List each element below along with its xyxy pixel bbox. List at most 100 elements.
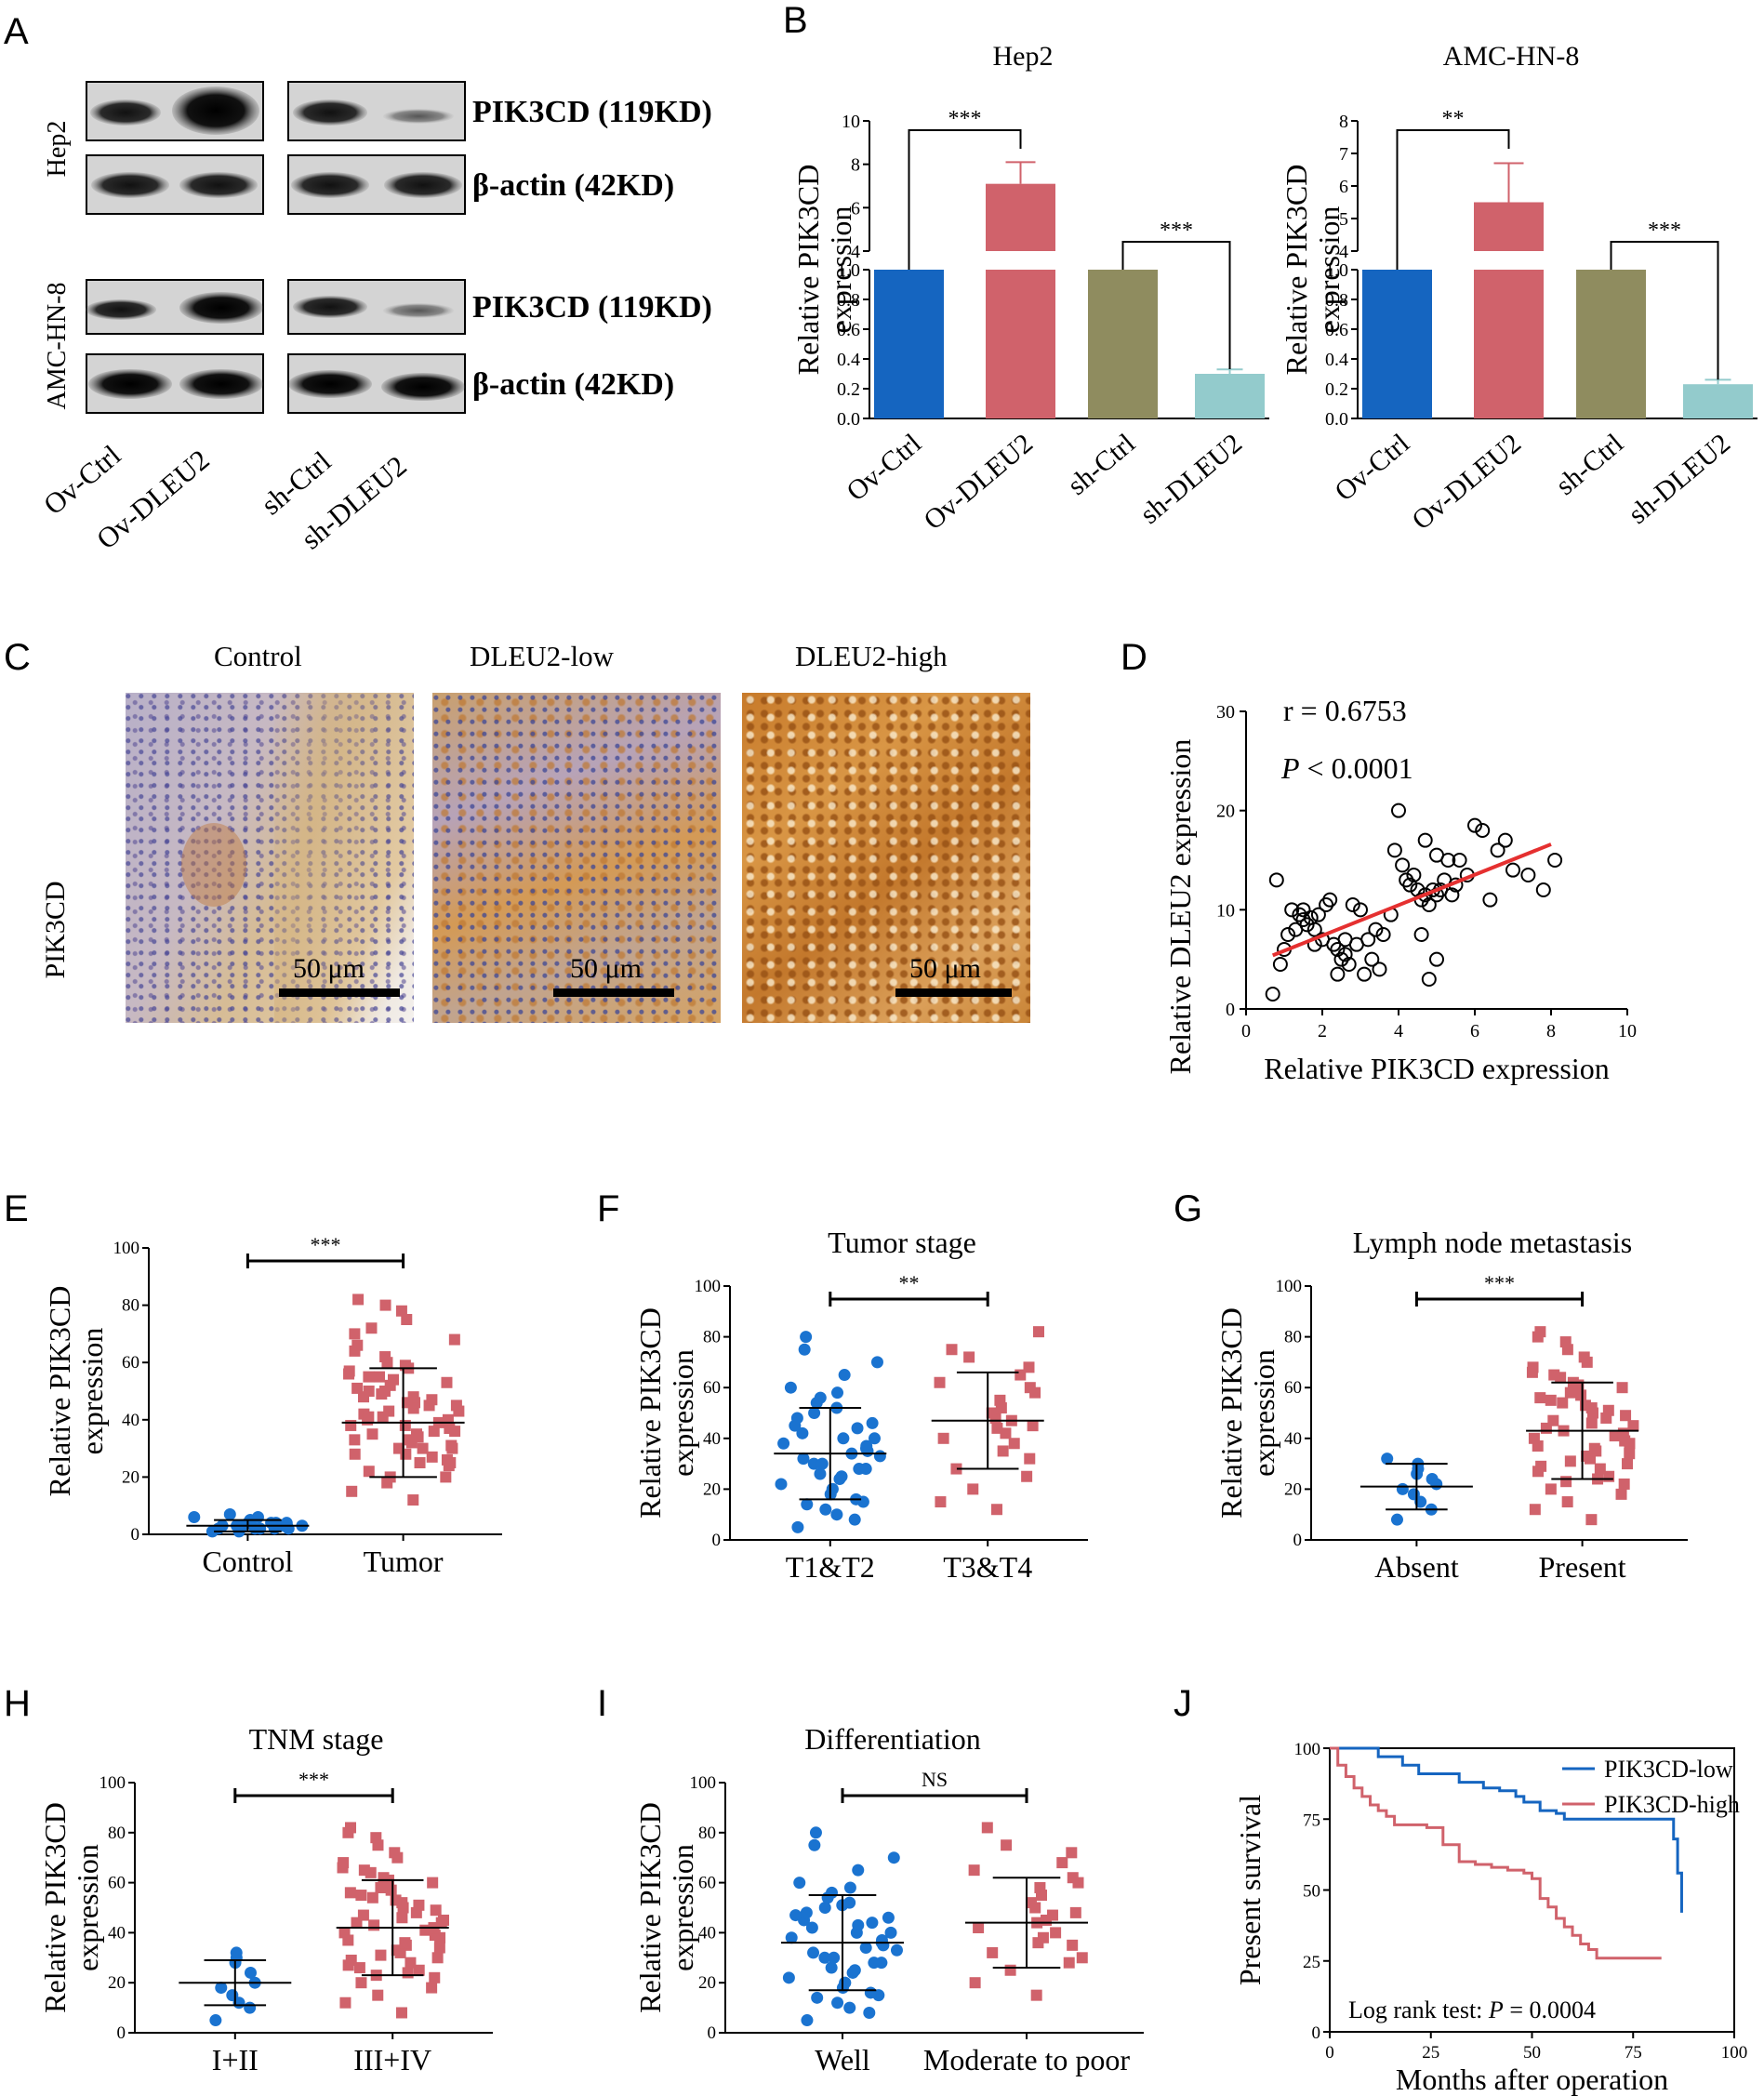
d-ytick-label: 10 <box>1216 900 1235 921</box>
i-point-g0 <box>808 1838 821 1851</box>
i-point-g0 <box>805 1921 818 1934</box>
blot-label-amc: AMC-HN-8 <box>43 283 72 410</box>
i-point-g0 <box>801 2014 814 2027</box>
d-point <box>1341 957 1357 972</box>
ihc-image-dleu2-high: 50 μm <box>742 693 1030 1023</box>
f-ytick-label: 40 <box>703 1429 721 1449</box>
i-point-g1 <box>981 1822 993 1834</box>
e-point-g1 <box>399 1360 411 1372</box>
d-annotation-p: P < 0.0001 <box>1280 751 1413 785</box>
i-xlabel-1: Moderate to poor <box>923 2043 1131 2076</box>
panel-d-correlation-chart: 0 2 4 6 8 10 0 10 20 30 r = 0.6753 P < 0.0001 Relati… <box>1163 694 1637 1085</box>
e-point-g1 <box>426 1451 438 1463</box>
e-point-g1 <box>346 1485 358 1497</box>
b2-ytick-label-lower: 0.0 <box>1325 409 1348 430</box>
b2-ytick-label-upper: 7 <box>1339 144 1348 165</box>
d-point <box>1268 872 1284 888</box>
d-point <box>1402 877 1418 893</box>
d-point <box>1368 922 1384 937</box>
panel-j-survival-chart: 0 25 50 75 100 0 25 50 75 100 PIK3CD-low PIK3CD-hig… <box>1233 1740 1747 2096</box>
j-legend-label-1: PIK3CD-high <box>1604 1791 1740 1818</box>
f-point-g0 <box>814 1391 827 1404</box>
e-point-g1 <box>358 1391 370 1403</box>
b2-sig-1: ** <box>1442 107 1465 131</box>
d-point <box>1386 842 1402 858</box>
i-ylabel-2: expression <box>666 1844 699 1971</box>
blot-protein-1: PIK3CD (119KD) <box>472 95 712 129</box>
h-ytick-label: 100 <box>99 1773 126 1793</box>
g-point-g1 <box>1620 1410 1632 1422</box>
h-point-g1 <box>375 1949 387 1961</box>
ihc-title-low: DLEU2-low <box>470 640 614 672</box>
b1-ytick-label-lower: 0.0 <box>837 409 860 430</box>
f-point-g0 <box>848 1513 861 1526</box>
d-point <box>1310 907 1326 922</box>
h-point-g1 <box>430 1904 442 1917</box>
d-point <box>1413 927 1429 942</box>
b2-ytick-label-lower: 0.4 <box>1325 350 1348 370</box>
i-point-g0 <box>825 1961 838 1974</box>
b1-ytick-label-lower: 0.8 <box>837 290 860 311</box>
g-ylabel-1: Relative PIK3CD <box>1214 1307 1248 1519</box>
h-point-g1 <box>396 1912 408 1924</box>
panel-letter-g: G <box>1174 1188 1203 1229</box>
i-ytick-label: 20 <box>698 1973 716 1993</box>
d-point <box>1357 966 1373 982</box>
f-point-g0 <box>808 1407 821 1419</box>
b2-xlabel-1: Ov-DLEU2 <box>1406 428 1527 536</box>
i-point-g0 <box>828 1951 841 1964</box>
blot-lane-1: Ov-Ctrl <box>37 439 126 522</box>
i-point-g0 <box>882 1911 895 1924</box>
d-point <box>1490 842 1505 858</box>
e-point-g1 <box>428 1426 440 1438</box>
i-point-g0 <box>884 1926 897 1939</box>
e-point-g1 <box>400 1448 412 1460</box>
panel-i-chart: Differentiation Relative PIK3CD expression… <box>633 1722 1144 2076</box>
i-point-g1 <box>1069 1906 1081 1918</box>
b2-ytick-label-lower: 0.8 <box>1325 290 1348 311</box>
h-point-g0 <box>209 2014 222 2027</box>
h-point-g1 <box>372 1989 384 2001</box>
j-series-1 <box>1330 1746 1662 1960</box>
i-point-g0 <box>807 1946 820 1959</box>
h-point-g1 <box>389 1847 401 1859</box>
panel-g-chart: Lymph node metastasis Relative PIK3CD expr… <box>1214 1226 1688 1584</box>
h-point-g1 <box>405 1957 417 1969</box>
i-point-g1 <box>973 1922 985 1934</box>
d-point <box>1360 932 1376 948</box>
g-point-g1 <box>1578 1351 1590 1363</box>
b1-xlabel-0: Ov-Ctrl <box>841 428 927 507</box>
i-point-g0 <box>890 1943 903 1957</box>
i-point-g0 <box>809 1826 822 1839</box>
h-ytick-label: 60 <box>108 1874 126 1893</box>
blot-label-hep2: Hep2 <box>43 121 72 178</box>
e-point-g0 <box>212 1522 225 1535</box>
h-point-g1 <box>353 1962 365 1974</box>
g-point-g1 <box>1624 1448 1636 1460</box>
h-sig: *** <box>298 1768 329 1791</box>
i-point-g0 <box>875 1933 888 1946</box>
h-xlabel-1: III+IV <box>353 2043 431 2076</box>
f-point-g0 <box>784 1381 797 1394</box>
f-point-g0 <box>801 1498 814 1511</box>
j-xlabel: Months after operation <box>1396 2063 1668 2096</box>
i-point-g1 <box>987 1946 999 1958</box>
d-point <box>1372 962 1387 977</box>
g-point-g1 <box>1618 1478 1630 1490</box>
e-point-g1 <box>343 1365 355 1377</box>
e-point-g1 <box>441 1453 453 1466</box>
e-point-g0 <box>251 1511 264 1524</box>
b1-sig-2: *** <box>1160 219 1193 243</box>
j-ytick-label: 0 <box>1312 2023 1321 2043</box>
f-point-g0 <box>851 1422 864 1435</box>
g-point-g1 <box>1545 1483 1557 1495</box>
f-point-g1 <box>1023 1361 1035 1373</box>
f-ytick-label: 20 <box>703 1479 721 1499</box>
d-point <box>1322 892 1338 908</box>
f-point-g0 <box>826 1482 839 1495</box>
f-point-g0 <box>790 1412 803 1425</box>
b2-ytick-label-upper: 4 <box>1339 242 1348 262</box>
b1-xlabel-2: sh-Ctrl <box>1062 428 1141 501</box>
g-point-g1 <box>1617 1427 1629 1439</box>
g-point-g1 <box>1622 1458 1634 1470</box>
